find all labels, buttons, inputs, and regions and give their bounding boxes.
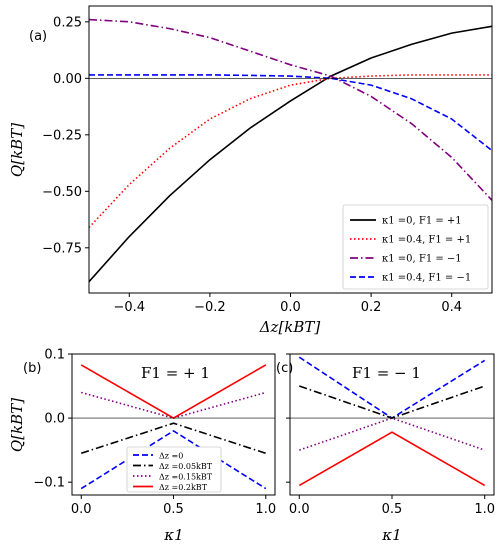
panel-b-ytick-label: 0.0 [44, 412, 65, 427]
panel-a-legend: κ1 =0, F1 = +1 κ1 =0.4, F1 = +1 κ1 =0, F1 … [342, 204, 489, 290]
panel-c-xtick-label: 1.0 [474, 502, 495, 517]
panel-a-xtick-label: 0.0 [280, 300, 301, 315]
panel-c-series-1 [299, 385, 485, 419]
legend-entry: κ1 =0, F1 = +1 [382, 216, 462, 227]
panel-a-xtick-label: −0.2 [194, 300, 226, 315]
panel-b-series-1 [80, 422, 267, 455]
panel-b-ylabel: Q[kBT] [8, 398, 26, 452]
panel-a-ylabel: Q[kBT] [8, 123, 26, 177]
panel-b-series-0 [80, 429, 267, 490]
panel-a: −0.4 −0.2 0.0 0.2 0.4 −0.75 −0.50 −0.25 0.00 0.25… [8, 5, 493, 336]
panel-a-ytick-label: 0.25 [53, 15, 82, 30]
panel-b-xtick-label: 0.5 [163, 502, 184, 517]
panel-a-series-3 [89, 74, 492, 152]
legend-entry: Δz =0.2kBT [159, 483, 208, 492]
panel-a-xtick-label: 0.4 [441, 300, 462, 315]
panel-c: 0.0 0.5 1.0 (c) F1 = − 1 κ1 [276, 353, 495, 544]
panel-b-xtick-label: 0.0 [71, 502, 92, 517]
panel-c-label: (c) [276, 361, 293, 376]
panel-a-xtick-label: 0.2 [361, 300, 382, 315]
legend-entry: κ1 =0, F1 = −1 [382, 254, 462, 265]
legend-entry: κ1 =0.4, F1 = +1 [382, 235, 471, 246]
panel-b-xtick-label: 1.0 [255, 502, 276, 517]
panel-a-label: (a) [29, 29, 47, 44]
panel-a-xtick-label: −0.4 [114, 300, 146, 315]
panel-b-ytick-label: −0.1 [33, 476, 65, 491]
panel-a-ytick-label: 0.00 [53, 72, 82, 87]
panel-c-annotation: F1 = − 1 [352, 364, 421, 382]
legend-entry: Δz =0.15kBT [159, 473, 213, 482]
panel-b-series-2 [80, 391, 267, 419]
legend-entry: κ1 =0.4, F1 = −1 [382, 273, 471, 284]
panel-b-label: (b) [23, 361, 41, 376]
panel-a-series-0 [89, 25, 492, 283]
panel-c-xtick-label: 0.0 [289, 502, 310, 517]
panel-a-ytick-label: −0.75 [42, 241, 82, 256]
panel-b-annotation: F1 = + 1 [141, 364, 210, 382]
panel-c-xtick-label: 0.5 [382, 502, 403, 517]
legend-entry: Δz =0.05kBT [159, 462, 213, 471]
panel-b-xlabel: κ1 [163, 526, 183, 544]
panel-c-series-2 [299, 417, 485, 451]
panel-c-series-3 [298, 431, 486, 487]
panel-a-ytick-label: −0.50 [42, 185, 82, 200]
panel-a-series-2 [89, 18, 492, 201]
panel-a-xlabel: Δz[kBT] [259, 318, 321, 336]
panel-b-ytick-label: 0.1 [44, 348, 65, 363]
panel-c-xlabel: κ1 [381, 526, 401, 544]
legend-entry: Δz =0 [159, 452, 183, 461]
panel-a-ytick-label: −0.25 [42, 128, 82, 143]
panel-b: 0.0 0.5 1.0 −0.1 0.0 0.1 (b) F1 = + 1 κ1 Q[kB… [8, 348, 276, 545]
